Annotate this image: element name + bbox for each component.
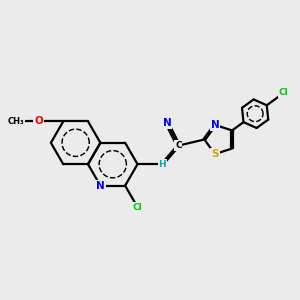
Text: N: N (211, 120, 219, 130)
Text: Cl: Cl (279, 88, 289, 98)
Text: N: N (96, 181, 105, 191)
Text: S: S (211, 149, 219, 159)
Text: H: H (158, 160, 166, 169)
Text: O: O (34, 116, 43, 126)
Text: N: N (163, 118, 172, 128)
Text: Cl: Cl (133, 202, 142, 211)
Text: CH₃: CH₃ (8, 117, 25, 126)
Text: C: C (175, 141, 182, 150)
